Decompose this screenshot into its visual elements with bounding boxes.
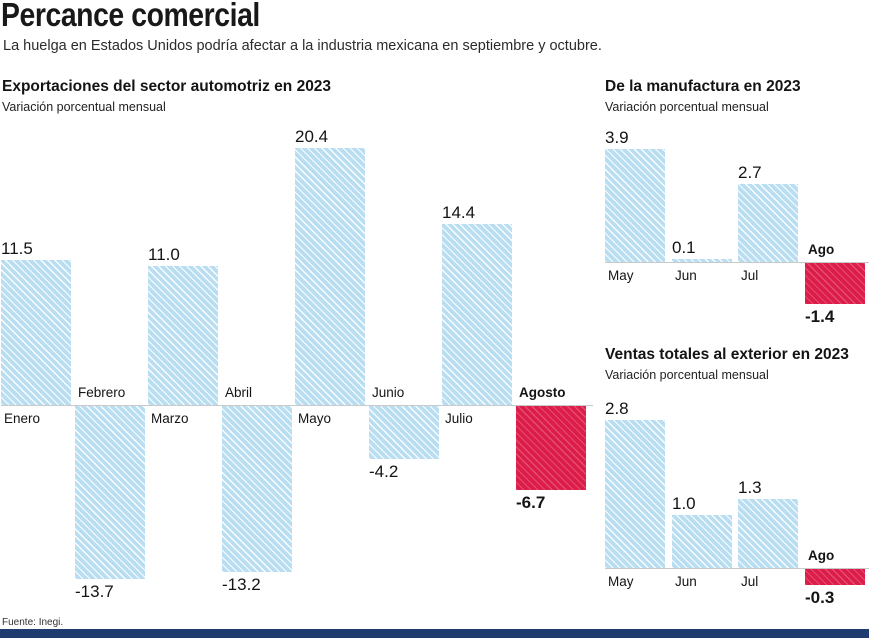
bar-category-label-ago: Ago [808, 548, 835, 563]
chart-subtitle-ventas-exterior: Variación porcentual mensual [605, 368, 769, 382]
bar-julio [442, 224, 512, 405]
bar-category-label-jul: Jul [741, 268, 759, 283]
bar-ago [805, 569, 865, 585]
page-subtitle: La huelga en Estados Unidos podría afect… [3, 38, 602, 54]
bar-value-label-abril: -13.2 [222, 575, 261, 594]
bar-value-label-junio: -4.2 [369, 462, 399, 481]
bar-febrero [75, 406, 145, 579]
zero-axis-line [605, 568, 869, 569]
bar-value-label-agosto: -6.7 [516, 493, 546, 512]
bar-jul [738, 499, 798, 568]
bar-value-label-ago: -1.4 [805, 307, 835, 326]
bar-enero [1, 260, 71, 405]
bar-value-label-may: 2.8 [605, 399, 629, 418]
bar-value-label-enero: 11.5 [1, 239, 33, 258]
bar-value-label-febrero: -13.7 [75, 582, 114, 601]
bar-value-label-jun: 1.0 [672, 494, 696, 513]
chart-title-manufactura: De la manufactura en 2023 [605, 78, 801, 95]
bar-value-label-marzo: 11.0 [148, 245, 180, 264]
chart-subtitle-manufactura: Variación porcentual mensual [605, 100, 769, 114]
bar-category-label-jun: Jun [675, 574, 697, 589]
bar-category-label-marzo: Marzo [151, 411, 189, 426]
bar-category-label-julio: Julio [445, 411, 473, 426]
bar-marzo [148, 266, 218, 405]
bar-abril [222, 406, 292, 572]
bar-category-label-jun: Jun [675, 268, 697, 283]
bar-category-label-may: May [608, 574, 634, 589]
bar-category-label-ago: Ago [808, 242, 835, 257]
bar-jul [738, 184, 798, 262]
bar-category-label-agosto: Agosto [519, 385, 566, 400]
bar-agosto [516, 406, 586, 490]
zero-axis-line [605, 262, 869, 263]
bar-junio [369, 406, 439, 459]
bar-category-label-mayo: Mayo [298, 411, 332, 426]
bar-ago [805, 263, 865, 304]
bar-value-label-mayo: 20.4 [295, 127, 329, 146]
chart-title-ventas-exterior: Ventas totales al exterior en 2023 [605, 346, 849, 363]
bar-category-label-febrero: Febrero [78, 385, 126, 400]
page-title: Percance comercial [1, 0, 260, 33]
bar-mayo [295, 148, 365, 405]
bar-may [605, 420, 665, 568]
bar-category-label-may: May [608, 268, 634, 283]
bar-value-label-julio: 14.4 [442, 203, 476, 222]
bar-value-label-ago: -0.3 [805, 588, 835, 607]
bar-jun [672, 515, 732, 568]
bar-chart-automotriz: 11.5 Enero -13.7 Febrero 11.0 Marzo -13.2 Abril… [1, 118, 593, 623]
footer-accent-bar [0, 629, 869, 638]
bar-chart-ventas-exterior: 2.8 May 1.0 Jun 1.3 Jul -0.3 Ago [605, 390, 869, 622]
bar-may [605, 149, 665, 262]
bar-value-label-jul: 1.3 [738, 478, 762, 497]
bar-value-label-jul: 2.7 [738, 163, 762, 182]
zero-axis-line [1, 405, 593, 406]
bar-value-label-jun: 0.1 [672, 238, 696, 257]
bar-category-label-jul: Jul [741, 574, 759, 589]
chart-subtitle-automotriz: Variación porcentual mensual [2, 100, 166, 114]
bar-category-label-enero: Enero [4, 411, 41, 426]
chart-title-automotriz: Exportaciones del sector automotriz en 2… [2, 78, 332, 95]
bar-jun [672, 259, 732, 262]
bar-category-label-abril: Abril [225, 385, 253, 400]
source-note: Fuente: Inegi. [2, 617, 64, 628]
bar-category-label-junio: Junio [372, 385, 405, 400]
bar-value-label-may: 3.9 [605, 128, 629, 147]
bar-chart-manufactura: 3.9 May 0.1 Jun 2.7 Jul -1.4 Ago [605, 115, 869, 350]
